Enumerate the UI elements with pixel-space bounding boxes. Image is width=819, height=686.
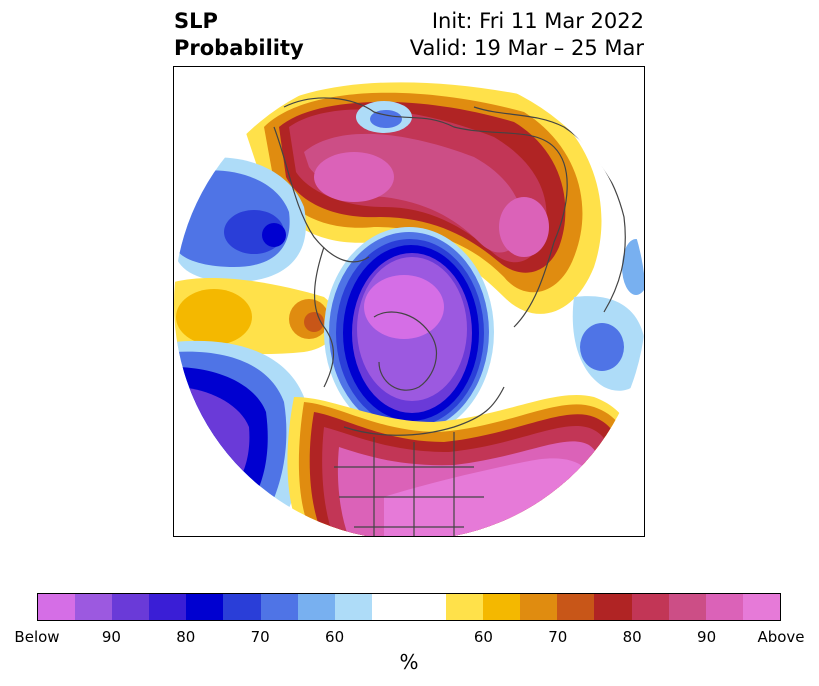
colorbar-swatch bbox=[594, 594, 632, 620]
date-info: Init: Fri 11 Mar 2022 Valid: 19 Mar – 25… bbox=[410, 8, 644, 62]
colorbar-swatch bbox=[557, 594, 595, 620]
probability-colorbar bbox=[37, 593, 781, 621]
colorbar-swatch bbox=[705, 594, 743, 620]
polar-projection-map bbox=[174, 68, 644, 536]
colorbar-swatch bbox=[186, 594, 224, 620]
title-line-2: Probability bbox=[174, 36, 304, 60]
colorbar-unit-label: % bbox=[399, 650, 419, 674]
anomaly-above-north bbox=[244, 82, 602, 314]
colorbar-swatch bbox=[520, 594, 558, 620]
title-line-1: SLP bbox=[174, 9, 218, 33]
colorbar-tick-label: 80 bbox=[622, 628, 642, 646]
colorbar-tick-label: 60 bbox=[473, 628, 493, 646]
init-date: Init: Fri 11 Mar 2022 bbox=[431, 9, 644, 33]
anomaly-below-arctic bbox=[324, 227, 494, 437]
colorbar-swatch bbox=[631, 594, 669, 620]
colorbar-tick-label: Below bbox=[14, 628, 60, 646]
colorbar-swatch bbox=[297, 594, 335, 620]
colorbar-swatch bbox=[223, 594, 261, 620]
valid-range: Valid: 19 Mar – 25 Mar bbox=[409, 36, 644, 60]
colorbar-swatch bbox=[483, 594, 521, 620]
colorbar-swatch bbox=[149, 594, 187, 620]
colorbar-swatch bbox=[371, 594, 409, 620]
colorbar-swatch bbox=[112, 594, 150, 620]
chart-title: SLP Probability bbox=[174, 8, 304, 62]
colorbar-swatch bbox=[75, 594, 113, 620]
colorbar-swatch bbox=[668, 594, 706, 620]
colorbar-swatch bbox=[408, 594, 447, 620]
colorbar-tick-label: Above bbox=[757, 628, 805, 646]
colorbar-swatch bbox=[334, 594, 372, 620]
colorbar-swatch bbox=[742, 594, 780, 620]
probability-map bbox=[173, 66, 645, 537]
colorbar-swatch bbox=[38, 594, 76, 620]
anomaly-below-southwest bbox=[174, 340, 305, 536]
colorbar-tick-label: 60 bbox=[325, 628, 345, 646]
colorbar-tick-label: 90 bbox=[101, 628, 121, 646]
colorbar-swatch bbox=[446, 594, 484, 620]
colorbar-tick-label: 70 bbox=[548, 628, 568, 646]
colorbar-tick-label: 90 bbox=[697, 628, 717, 646]
colorbar-swatch bbox=[260, 594, 298, 620]
colorbar-tick-label: 70 bbox=[250, 628, 270, 646]
anomaly-below-west bbox=[174, 157, 306, 282]
colorbar-tick-label: 80 bbox=[176, 628, 196, 646]
